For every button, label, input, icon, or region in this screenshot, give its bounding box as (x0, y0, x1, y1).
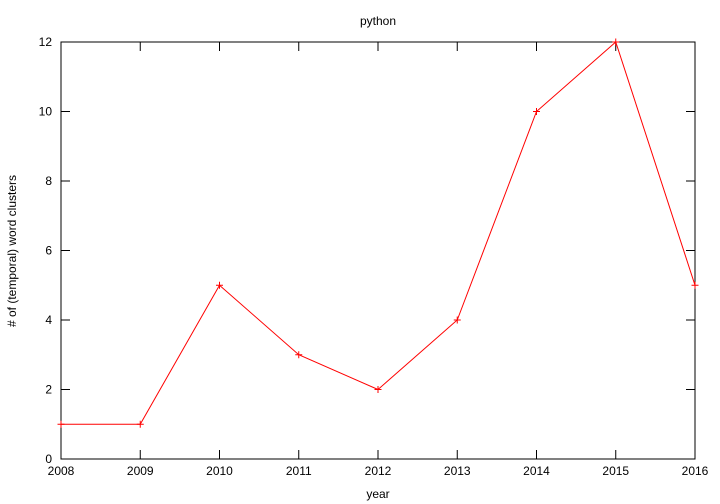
x-tick-label: 2008 (48, 464, 75, 478)
data-point-marker (374, 386, 382, 393)
x-tick-label: 2011 (286, 464, 312, 478)
y-tick-label: 2 (45, 383, 52, 397)
series-line (61, 41, 696, 425)
y-tick-label: 6 (45, 244, 52, 258)
y-axis-label: # of (temporal) word clusters (5, 175, 19, 327)
data-point-marker (691, 281, 699, 289)
y-tick-label: 10 (39, 105, 53, 119)
x-tick-label: 2013 (444, 464, 471, 478)
data-point-marker (295, 351, 303, 359)
y-tick-label: 4 (45, 313, 52, 327)
data-point-marker (453, 316, 461, 324)
chart-title: python (360, 14, 396, 28)
x-tick-label: 2009 (127, 464, 154, 478)
y-tick-label: 0 (45, 452, 52, 466)
data-point-marker (533, 108, 540, 115)
data-point-marker (612, 38, 620, 46)
y-tick-label: 12 (39, 35, 53, 49)
x-tick-label: 2012 (365, 464, 392, 478)
data-point-marker (216, 281, 223, 289)
x-axis-ticks: 2008 2009 2010 2011 2012 2013 2014 2015 2016 (48, 42, 709, 478)
x-tick-label: 2015 (602, 464, 629, 478)
x-axis-label: year (366, 487, 389, 501)
y-tick-label: 8 (45, 174, 52, 188)
x-tick-label: 2016 (682, 464, 709, 478)
x-tick-label: 2014 (523, 464, 550, 478)
data-point-marker (57, 420, 65, 428)
x-tick-label: 2010 (206, 464, 233, 478)
data-point-marker (136, 420, 144, 428)
y-axis-ticks: 0 2 4 6 8 10 12 (39, 35, 695, 466)
series-layer (57, 38, 699, 428)
